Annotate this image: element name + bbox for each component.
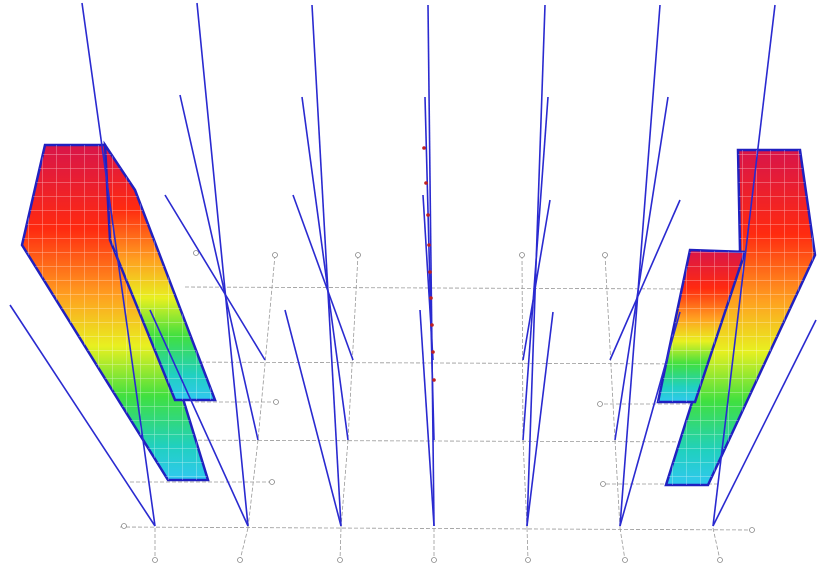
node bbox=[338, 558, 343, 563]
node bbox=[603, 253, 608, 258]
point bbox=[427, 243, 431, 247]
grid-line bbox=[240, 528, 248, 560]
node bbox=[238, 558, 243, 563]
grid-line bbox=[120, 527, 755, 530]
column bbox=[610, 200, 680, 360]
floor-grid bbox=[120, 255, 755, 560]
point bbox=[426, 213, 430, 217]
left-core-wall bbox=[22, 145, 215, 480]
grid-line bbox=[248, 440, 258, 528]
column bbox=[285, 310, 341, 526]
grid-line bbox=[341, 440, 348, 528]
nodes bbox=[122, 251, 755, 563]
node bbox=[718, 558, 723, 563]
column bbox=[312, 5, 341, 526]
node bbox=[750, 528, 755, 533]
column bbox=[302, 97, 348, 440]
point bbox=[429, 296, 433, 300]
node bbox=[274, 400, 279, 405]
grid-line bbox=[620, 528, 625, 560]
point bbox=[424, 181, 428, 185]
node bbox=[356, 253, 361, 258]
node bbox=[432, 558, 437, 563]
grid-line bbox=[150, 440, 720, 442]
node bbox=[520, 253, 525, 258]
column bbox=[293, 195, 353, 360]
grid-line bbox=[522, 255, 523, 440]
grid-line bbox=[523, 440, 527, 528]
column bbox=[197, 3, 248, 526]
point bbox=[430, 323, 434, 327]
node bbox=[526, 558, 531, 563]
node bbox=[122, 524, 127, 529]
column bbox=[523, 200, 550, 360]
grid-line bbox=[348, 255, 358, 440]
node bbox=[194, 251, 199, 256]
node bbox=[598, 402, 603, 407]
node bbox=[623, 558, 628, 563]
node bbox=[270, 480, 275, 485]
point bbox=[432, 378, 436, 382]
grid-line bbox=[185, 287, 690, 289]
grid-line bbox=[713, 528, 720, 560]
node bbox=[273, 253, 278, 258]
grid-line bbox=[340, 528, 341, 560]
grid-line bbox=[527, 528, 528, 560]
grid-line bbox=[170, 362, 700, 364]
node bbox=[153, 558, 158, 563]
right-core-wall bbox=[658, 150, 815, 485]
point bbox=[428, 270, 432, 274]
grid-line bbox=[258, 255, 275, 440]
grid-line bbox=[605, 255, 615, 440]
node bbox=[601, 482, 606, 487]
point bbox=[431, 350, 435, 354]
point bbox=[422, 146, 426, 150]
column bbox=[620, 5, 660, 526]
structural-model-view bbox=[0, 0, 819, 567]
